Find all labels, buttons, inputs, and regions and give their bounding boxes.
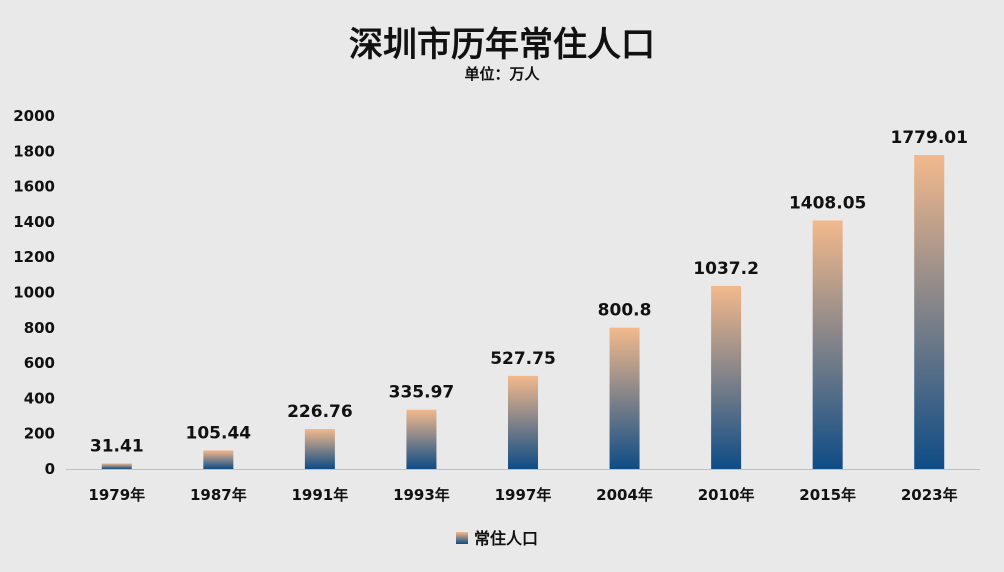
y-axis: 0 200 400 600 800 1000 1200 1400 1600 1800 2000 [13, 107, 55, 478]
bar-value-label: 335.97 [389, 383, 455, 403]
bar-value-label: 1037.2 [693, 259, 759, 279]
legend-label: 常住人口 [474, 529, 538, 548]
bar-value-label: 1408.05 [789, 193, 866, 213]
y-tick-label: 400 [24, 389, 55, 407]
x-tick-label: 1979年 [88, 486, 145, 504]
y-tick-label: 0 [45, 460, 55, 478]
y-tick-label: 1200 [13, 248, 55, 266]
bar-value-label: 31.41 [90, 436, 144, 456]
bar [203, 450, 234, 469]
bar-value-label: 226.76 [287, 402, 353, 422]
bar-value-label: 800.8 [598, 301, 652, 321]
x-tick-label: 2010年 [698, 486, 755, 504]
bar [508, 375, 538, 469]
chart-title: 深圳市历年常住人口 [349, 25, 655, 65]
x-tick-label: 2023年 [901, 486, 958, 504]
bar-series: 31.41 105.44 226.76 335.97 527.75 800.8 1037.2… [90, 128, 968, 469]
chart-subtitle: 单位：万人 [464, 65, 540, 83]
bar [609, 327, 640, 469]
bar [406, 409, 437, 469]
y-tick-label: 1400 [13, 213, 55, 231]
y-tick-label: 800 [24, 319, 55, 337]
y-tick-label: 1800 [13, 142, 55, 160]
bar-value-label: 1779.01 [891, 128, 968, 148]
x-tick-label: 1997年 [495, 486, 552, 504]
x-tick-label: 2015年 [799, 486, 856, 504]
bar [711, 285, 742, 469]
bar [914, 155, 945, 469]
y-tick-label: 1600 [13, 178, 55, 196]
y-tick-label: 600 [24, 354, 55, 372]
y-tick-label: 2000 [13, 107, 55, 125]
x-tick-label: 2004年 [596, 486, 653, 504]
bar [812, 220, 843, 469]
bar [304, 428, 335, 469]
x-tick-label: 1991年 [292, 486, 349, 504]
x-tick-label: 1993年 [393, 486, 450, 504]
bar-value-label: 105.44 [186, 423, 252, 443]
bar [101, 463, 132, 469]
legend: 常住人口 [456, 529, 538, 548]
legend-swatch [456, 532, 468, 544]
x-axis: 1979年 1987年 1991年 1993年 1997年 2004年 2010年 2015年… [66, 469, 980, 504]
bar-value-label: 527.75 [490, 349, 556, 369]
y-tick-label: 1000 [13, 284, 55, 302]
y-tick-label: 200 [24, 425, 55, 443]
x-tick-label: 1987年 [190, 486, 247, 504]
